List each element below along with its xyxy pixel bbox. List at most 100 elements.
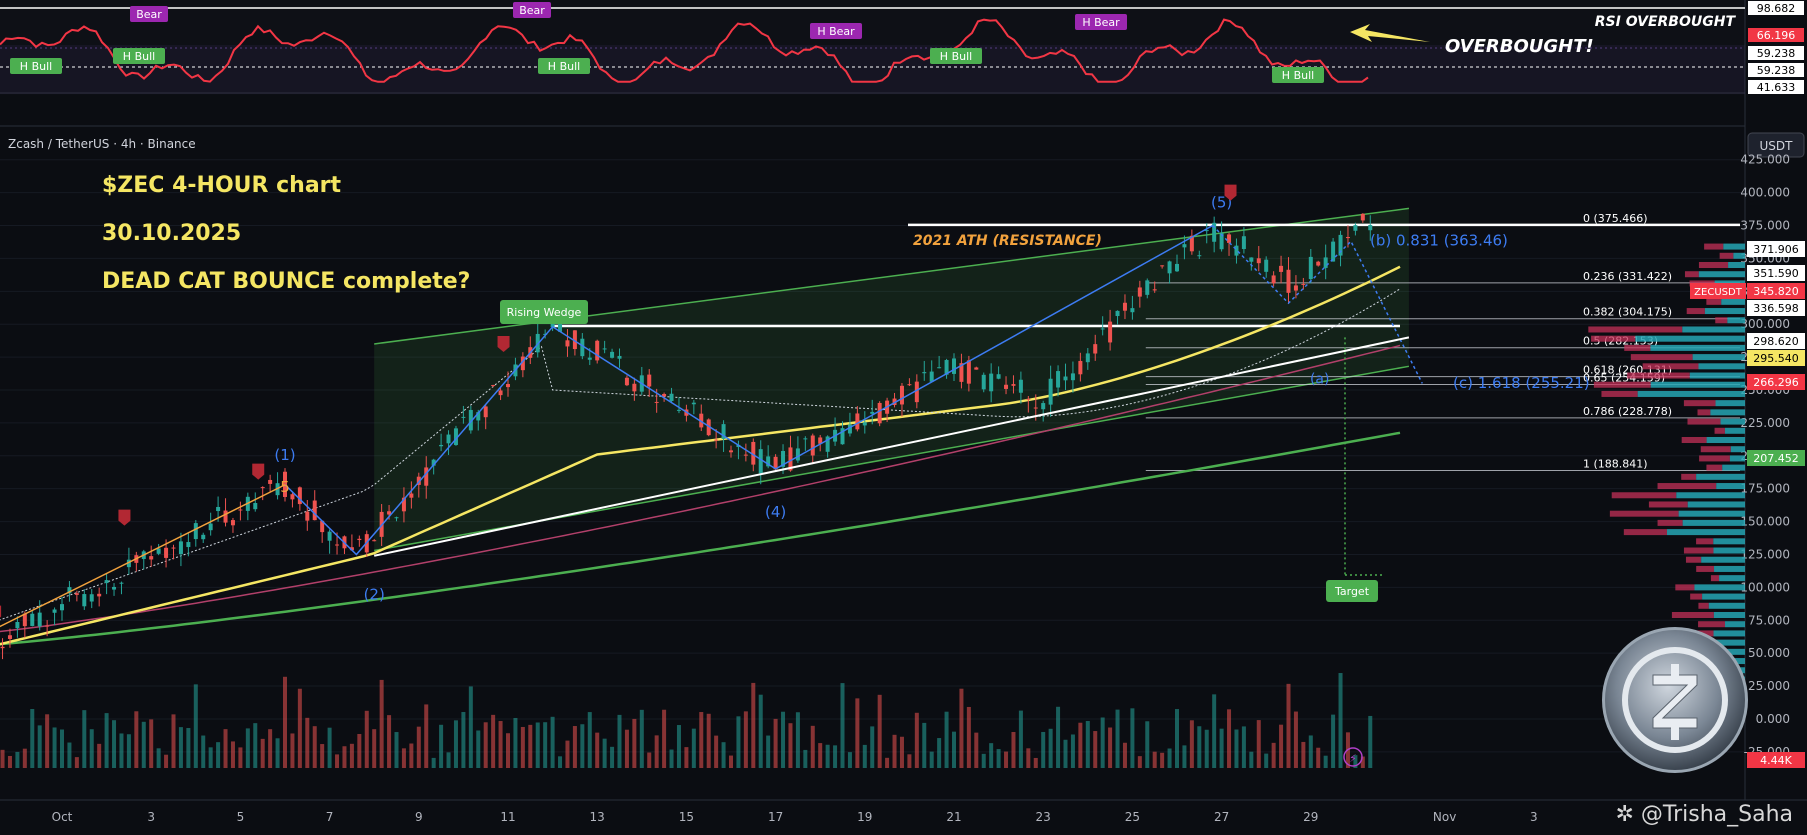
candle-body <box>1264 259 1269 272</box>
vp-bar-sell <box>1642 363 1699 370</box>
headline-subtitle: DEAD CAT BOUNCE complete? <box>102 269 470 294</box>
wave-path <box>284 224 1214 556</box>
candle-body <box>1011 384 1016 386</box>
volume-bar <box>453 720 458 768</box>
volume-bar <box>974 732 979 768</box>
volume-bar <box>617 714 622 768</box>
volume-bar <box>468 686 473 768</box>
candle-body <box>349 547 354 551</box>
candle-body <box>1041 403 1046 410</box>
volume-bar <box>372 729 377 768</box>
candle-body <box>1271 275 1276 284</box>
y-tick-label: 150.000 <box>1740 515 1790 529</box>
volume-bar <box>67 742 72 768</box>
currency-button <box>1747 132 1805 158</box>
volume-bar <box>74 757 79 768</box>
volume-bar <box>1197 726 1202 768</box>
volume-bar <box>1160 752 1165 768</box>
volume-bar <box>662 709 667 768</box>
volume-bar <box>52 727 57 768</box>
candle-body <box>483 406 488 418</box>
vp-bar-sell <box>1630 354 1693 361</box>
volume-bar <box>1041 731 1046 768</box>
y-tick-label: 175.000 <box>1740 482 1790 496</box>
volume-bar <box>550 716 555 768</box>
vp-bar-buy <box>1730 446 1745 453</box>
volume-bar <box>751 682 756 768</box>
vp-bar-buy <box>1678 510 1745 517</box>
rsi-label-bg <box>130 6 168 22</box>
rsi-label-bear: Bear <box>136 8 162 21</box>
candle-body <box>699 413 704 428</box>
vp-bar-buy <box>1698 271 1745 278</box>
volume-bar <box>937 738 942 768</box>
fib-label: 0.382 (304.175) <box>1583 306 1672 319</box>
volume-bar <box>483 722 488 768</box>
candle-body <box>208 523 213 531</box>
candle-body <box>714 439 719 441</box>
vp-bar-sell <box>1681 473 1697 480</box>
volume-bar <box>803 749 808 768</box>
candle-body <box>1100 328 1105 330</box>
candle-body <box>297 487 302 505</box>
candle-body <box>1130 308 1135 313</box>
candle-body <box>409 493 414 498</box>
rsi-label-bg <box>538 58 590 74</box>
wedge-label-bg <box>500 300 588 324</box>
candle-body <box>617 355 622 359</box>
vp-bar-buy <box>1698 363 1745 370</box>
vp-bar-sell <box>1657 519 1683 526</box>
x-tick-label: 25 <box>1125 810 1140 824</box>
candle-body <box>1175 263 1179 272</box>
wave-label: (1) <box>274 446 295 464</box>
volume-bar <box>565 740 570 768</box>
rsi-label-bull: H Bull <box>1282 69 1314 82</box>
volume-bar <box>639 709 644 768</box>
volume-bar <box>1078 722 1083 768</box>
rsi-band <box>0 44 1745 95</box>
volume-bar <box>989 743 994 768</box>
volume-bar <box>729 755 733 768</box>
candle-body <box>82 594 87 607</box>
candle-body <box>758 449 763 474</box>
candle-body <box>305 511 310 521</box>
candle-body <box>1078 360 1083 375</box>
symbol-title: Zcash / TetherUS · 4h · Binance <box>8 137 196 151</box>
candle-body <box>870 411 875 414</box>
volume-bar <box>1353 755 1358 768</box>
volume-bar <box>795 712 800 768</box>
volume-bar <box>439 724 444 768</box>
volume-bar <box>476 730 481 768</box>
vp-bar-buy <box>1713 612 1745 618</box>
candle-body <box>201 534 206 540</box>
volume-bar <box>275 738 280 768</box>
volume-bar <box>1316 747 1321 768</box>
volume-bar <box>944 711 949 768</box>
vp-bar-buy <box>1689 372 1745 379</box>
volume-bar <box>134 711 139 768</box>
headline-title: $ZEC 4-HOUR chart <box>102 173 342 198</box>
volume-bar <box>1070 734 1075 768</box>
vp-bar-sell <box>1710 575 1720 582</box>
candle-body <box>743 454 748 456</box>
volume-bar <box>409 743 414 768</box>
symbol-tag-bg <box>1690 283 1746 299</box>
candle-body <box>1353 225 1358 231</box>
price-badge-value: 345.820 <box>1753 285 1799 298</box>
rsi-label-bg <box>113 48 165 64</box>
candle-body <box>1063 376 1068 381</box>
vp-bar-buy <box>1692 354 1745 361</box>
volume-bar <box>833 745 838 768</box>
candle-body <box>1227 234 1232 243</box>
headline-date: 30.10.2025 <box>102 221 241 246</box>
rsi-badge <box>1748 80 1804 94</box>
volume-bar <box>899 736 904 768</box>
vp-bar-sell <box>1601 390 1638 397</box>
candle-body <box>803 438 808 440</box>
vp-bar-buy <box>1719 648 1745 655</box>
target-bg <box>1326 580 1378 602</box>
volume-bar <box>193 684 198 768</box>
rsi-label-bg <box>930 48 982 64</box>
